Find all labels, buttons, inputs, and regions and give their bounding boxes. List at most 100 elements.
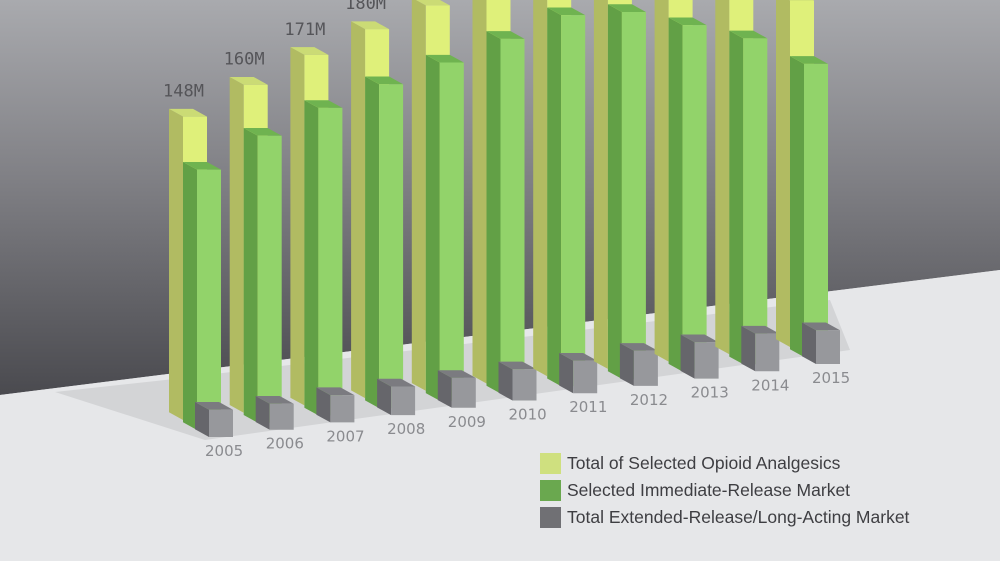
bar-extended-release-2009-side xyxy=(437,370,452,408)
bar-extended-release-2013-front xyxy=(694,342,719,379)
legend-label-extended-release: Total Extended-Release/Long-Acting Marke… xyxy=(567,507,910,527)
bar-immediate-release-2013-top xyxy=(668,17,707,26)
legend-swatch-total xyxy=(540,453,561,474)
bar-extended-release-2014-top xyxy=(741,325,780,334)
bar-extended-release-2007-side xyxy=(316,387,331,423)
bar-group-2011 xyxy=(533,0,598,394)
bar-extended-release-2005-side xyxy=(195,402,209,437)
legend-item-total: Total of Selected Opioid Analgesics xyxy=(540,450,909,477)
bar-extended-release-2008-side xyxy=(377,378,392,416)
bar-total-2006-top xyxy=(229,77,268,85)
bar-group-2007 xyxy=(290,47,355,423)
legend-label-total: Total of Selected Opioid Analgesics xyxy=(567,453,841,473)
bar-immediate-release-2009-side xyxy=(425,54,440,401)
bar-extended-release-2006-front xyxy=(269,403,294,430)
bar-extended-release-2007-top xyxy=(316,387,355,396)
legend-label-immediate-release: Selected Immediate-Release Market xyxy=(567,480,851,500)
bar-immediate-release-2012-top xyxy=(607,4,646,12)
bar-immediate-release-2012-front xyxy=(621,11,646,379)
legend-swatch-extended-release xyxy=(540,507,561,528)
bar-group-2009 xyxy=(411,0,476,408)
bar-extended-release-2011-front xyxy=(573,360,598,394)
bar-total-2006-side xyxy=(229,77,244,413)
bar-immediate-release-2007-front xyxy=(318,107,343,416)
bar-extended-release-2010-side xyxy=(498,361,513,401)
bar-immediate-release-2014-front xyxy=(743,38,768,365)
bar-total-2008-side xyxy=(351,21,366,399)
bar-total-2007-side xyxy=(290,47,305,406)
bar-extended-release-2007-front xyxy=(330,395,355,423)
bar-group-2015 xyxy=(776,0,840,364)
bar-extended-release-2009-front xyxy=(451,377,476,408)
x-tick-label-2011: 2011 xyxy=(569,398,607,416)
bar-extended-release-2009-top xyxy=(437,370,476,378)
bar-total-2015-side xyxy=(776,0,790,347)
bar-extended-release-2011-side xyxy=(559,353,574,394)
bar-immediate-release-2008-front xyxy=(379,84,404,409)
bar-extended-release-2015-side xyxy=(802,322,816,364)
bar-group-2012 xyxy=(593,0,658,386)
bar-extended-release-2005-top xyxy=(195,402,233,410)
value-label-2008: 180M xyxy=(345,0,386,14)
bar-immediate-release-2006-top xyxy=(243,128,282,136)
bar-extended-release-2012-top xyxy=(619,343,658,351)
bar-group-2006 xyxy=(229,77,294,430)
bar-immediate-release-2006-front xyxy=(257,135,282,423)
bar-immediate-release-2009-top xyxy=(425,54,464,63)
value-label-2006: 160M xyxy=(224,50,265,70)
x-tick-label-2012: 2012 xyxy=(630,391,668,409)
bar-immediate-release-2010-front xyxy=(500,38,525,394)
x-tick-label-2014: 2014 xyxy=(751,376,789,394)
bar-immediate-release-2005-side xyxy=(183,161,197,430)
bar-immediate-release-2010-top xyxy=(486,31,525,39)
bar-group-2010 xyxy=(472,0,537,401)
bar-extended-release-2006-top xyxy=(255,396,294,404)
bar-immediate-release-2011-top xyxy=(547,7,586,16)
bar-total-2009-top xyxy=(415,0,450,6)
x-tick-label-2010: 2010 xyxy=(509,406,547,424)
bar-total-2005-side xyxy=(169,108,183,421)
bar-extended-release-2014-front xyxy=(755,333,780,372)
bar-extended-release-2010-top xyxy=(498,361,537,370)
bar-immediate-release-2010-side xyxy=(486,31,501,394)
bar-extended-release-2015-front xyxy=(816,330,840,364)
bar-group-2008 xyxy=(351,21,416,416)
bar-group-2014 xyxy=(715,0,780,372)
bar-immediate-release-2008-top xyxy=(365,76,404,85)
bar-extended-release-2015-top xyxy=(802,322,840,331)
bar-group-2013 xyxy=(654,0,719,379)
bar-total-2013-side xyxy=(654,0,669,362)
bar-immediate-release-2011-front xyxy=(561,15,586,387)
bar-extended-release-2013-top xyxy=(680,334,719,343)
x-tick-label-2015: 2015 xyxy=(812,369,850,387)
bar-total-2005-top xyxy=(169,108,207,117)
x-tick-label-2006: 2006 xyxy=(266,435,304,453)
bar-extended-release-2008-top xyxy=(377,378,416,387)
bar-extended-release-2014-side xyxy=(741,325,756,372)
bar-total-2011-side xyxy=(533,0,548,377)
x-tick-label-2005: 2005 xyxy=(205,442,243,460)
value-label-2005: 148M xyxy=(163,82,204,102)
x-tick-labels: 2005 2006 2007 2008 2009 2010 2011 2012 2013 2014… xyxy=(205,369,850,460)
bar-immediate-release-2012-side xyxy=(607,4,622,379)
bar-total-2015-top xyxy=(788,0,814,1)
bar-group-2005 xyxy=(169,108,233,437)
x-tick-label-2008: 2008 xyxy=(387,420,425,438)
bar-extended-release-2012-side xyxy=(619,343,634,386)
legend-item-extended-release: Total Extended-Release/Long-Acting Marke… xyxy=(540,504,909,531)
bar-immediate-release-2013-side xyxy=(668,17,683,372)
bar-immediate-release-2015-top xyxy=(790,56,828,64)
bar-extended-release-2005-front xyxy=(209,409,233,437)
bar-total-2012-side xyxy=(593,0,608,369)
bar-immediate-release-2008-side xyxy=(365,76,380,409)
bar-extended-release-2011-top xyxy=(559,353,598,361)
bar-immediate-release-2011-side xyxy=(547,7,562,387)
bar-extended-release-2006-side xyxy=(255,396,270,430)
bar-immediate-release-2005-top xyxy=(183,161,221,170)
bar-immediate-release-2015-side xyxy=(790,56,804,358)
legend-swatch-immediate-release xyxy=(540,480,561,501)
value-label-2007: 171M xyxy=(284,20,325,40)
legend-item-immediate-release: Selected Immediate-Release Market xyxy=(540,477,909,504)
bar-total-2007-top xyxy=(290,47,329,55)
